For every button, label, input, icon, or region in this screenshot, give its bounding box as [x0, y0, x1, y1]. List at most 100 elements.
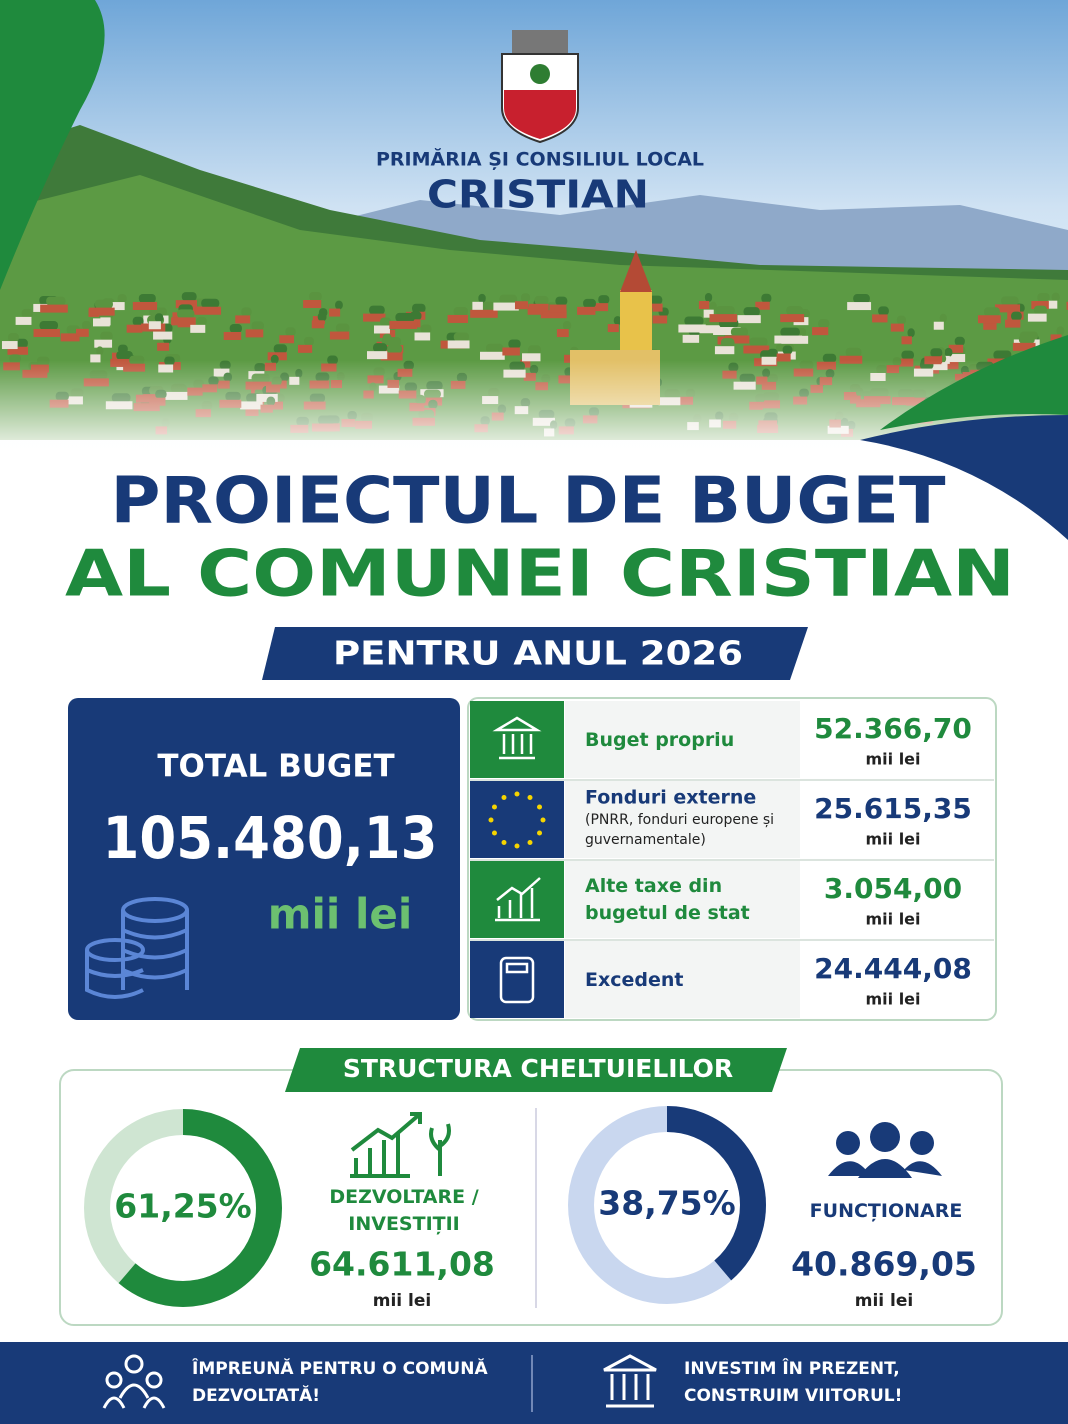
house [1031, 301, 1049, 310]
category-amount: 40.869,05 [791, 1245, 977, 1284]
building-icon [603, 1354, 657, 1408]
house [493, 302, 519, 311]
category-name: DEZVOLTARE / INVESTIȚII [329, 1186, 479, 1235]
tree [381, 337, 402, 347]
source-name-box: Alte taxe din bugetul de stat [585, 875, 750, 924]
tree [273, 344, 288, 354]
category-name-box: FUNCȚIONARE [810, 1200, 963, 1222]
house [329, 308, 341, 317]
eu-star [527, 840, 533, 846]
right-swoosh-navy [860, 415, 1068, 540]
house [195, 306, 222, 315]
tree [878, 306, 889, 316]
house [1, 341, 18, 350]
eu-star [540, 817, 546, 823]
tree [177, 309, 195, 319]
source-name-box: Buget propriu [585, 729, 734, 751]
tree [520, 293, 531, 303]
tree [743, 307, 760, 317]
house [743, 345, 770, 354]
house [528, 303, 549, 312]
tree [116, 350, 133, 360]
house [94, 339, 113, 348]
house [699, 325, 724, 334]
footer-text: ÎMPREUNĂ PENTRU O COMUNĂ DEZVOLTATĂ! [192, 1359, 488, 1406]
house [479, 351, 505, 360]
crown [512, 30, 568, 54]
house [678, 324, 706, 333]
tree [379, 317, 392, 327]
house [641, 303, 663, 312]
house [33, 329, 60, 338]
person [910, 1131, 934, 1155]
people-icon [102, 1354, 166, 1409]
tree [94, 299, 113, 309]
house [279, 335, 295, 344]
tree [983, 307, 1000, 317]
eu-star [488, 817, 494, 823]
house [872, 314, 888, 323]
house [890, 323, 904, 332]
tree [528, 345, 541, 355]
house [901, 336, 912, 345]
row-icon [499, 956, 535, 1004]
calc-screen [505, 962, 529, 974]
tree [508, 339, 521, 349]
house [933, 321, 944, 330]
calc-icon [499, 956, 535, 1004]
house [549, 304, 567, 313]
tree [335, 323, 350, 333]
house [502, 347, 520, 356]
house [148, 321, 161, 330]
house [111, 302, 125, 311]
tree [818, 319, 830, 329]
house [447, 314, 469, 323]
tree [309, 292, 322, 302]
tree [46, 296, 66, 306]
house [329, 331, 350, 340]
source-name: Fonduri externe [585, 787, 756, 809]
source-unit: mii lei [865, 830, 920, 849]
tree [386, 344, 403, 354]
tree [453, 332, 469, 342]
tree [1011, 311, 1022, 321]
person [836, 1131, 860, 1155]
house [1005, 319, 1021, 328]
tree [181, 292, 197, 302]
tree [154, 313, 164, 323]
house [776, 353, 791, 362]
tree [485, 343, 504, 353]
name-cell [565, 701, 800, 778]
tree [369, 305, 385, 315]
house [755, 301, 770, 310]
house [447, 340, 470, 349]
tree [251, 321, 264, 331]
growth-icon [350, 1112, 451, 1178]
source-unit: mii lei [865, 910, 920, 929]
tree [1037, 293, 1050, 303]
tree [930, 348, 943, 358]
eu-star [491, 830, 497, 836]
house [303, 300, 322, 309]
eu-star [501, 840, 507, 846]
row-icon [492, 716, 542, 760]
tree [229, 323, 242, 333]
tree [317, 312, 327, 322]
tree [420, 324, 432, 334]
bank-icon [492, 716, 542, 760]
category-icon [350, 1112, 451, 1178]
title-line-2: AL COMUNEI CRISTIAN [65, 538, 1015, 612]
eu-star [491, 804, 497, 810]
name-cell [565, 781, 800, 858]
house [297, 344, 313, 353]
tree [715, 306, 735, 316]
tree [896, 315, 906, 325]
tree [944, 347, 953, 357]
donut-arc [84, 1109, 282, 1307]
source-name: Alte taxe din bugetul de stat [585, 875, 750, 924]
house [380, 352, 403, 361]
house [540, 310, 567, 319]
house [1027, 313, 1047, 322]
coins-icon [85, 897, 189, 999]
